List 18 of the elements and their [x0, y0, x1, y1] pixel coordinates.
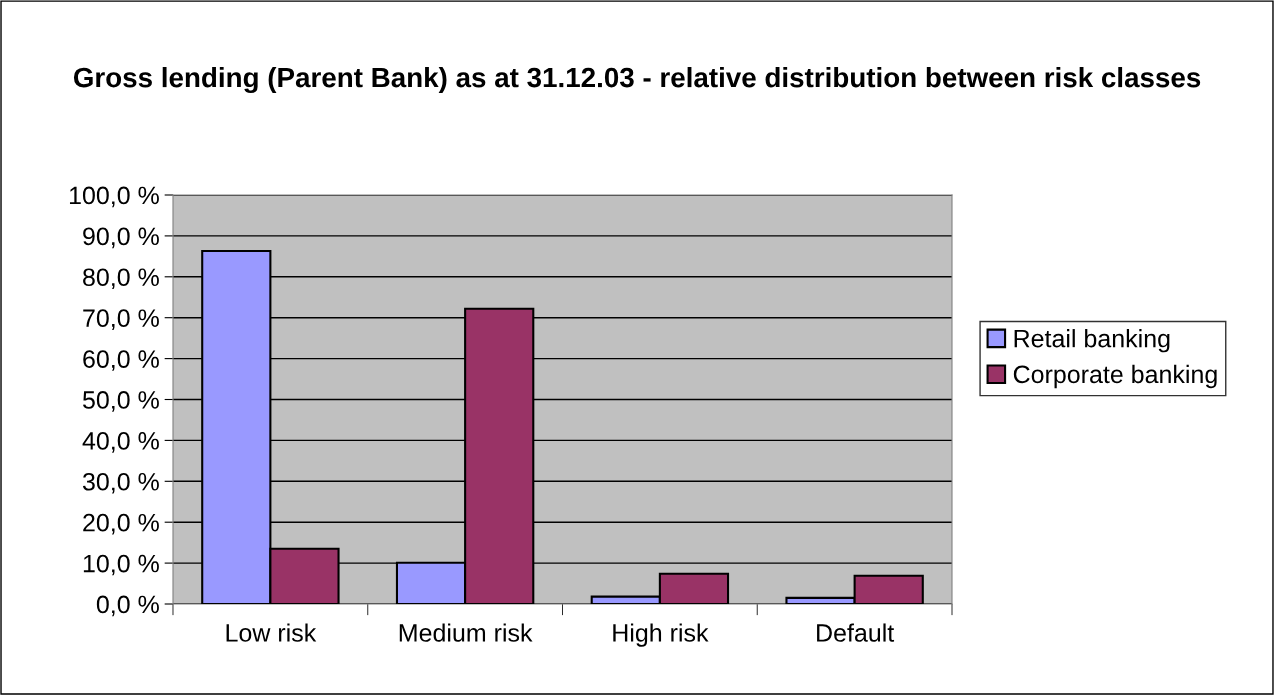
chart-title: Gross lending (Parent Bank) as at 31.12.03 - relative distribution between risk classes	[73, 66, 1201, 94]
y-tick-label: 50,0 %	[82, 391, 159, 412]
x-tick-label: High risk	[613, 623, 709, 647]
y-tick-label: 80,0 %	[83, 268, 159, 290]
y-tick-label: 20,0 %	[83, 513, 159, 535]
x-tick-label: Medium risk	[399, 623, 533, 642]
y-tick-label: 10,0 %	[83, 554, 159, 576]
y-tick-label: 90,0 %	[83, 227, 159, 249]
legend-label: Retail banking	[1014, 329, 1170, 353]
y-tick-label: 0,0 %	[96, 595, 159, 617]
legend-label: Corporate banking	[1013, 364, 1217, 389]
x-tick-label: Low risk	[226, 623, 317, 642]
y-tick-label: 100,0 %	[69, 186, 159, 208]
y-tick-label: 30,0 %	[82, 472, 159, 494]
y-tick-label: 70,0 %	[83, 309, 159, 330]
x-tick-label: Default	[817, 623, 895, 642]
y-tick-label: 40,0 %	[82, 432, 159, 453]
y-tick-label: 60,0 %	[83, 350, 159, 371]
